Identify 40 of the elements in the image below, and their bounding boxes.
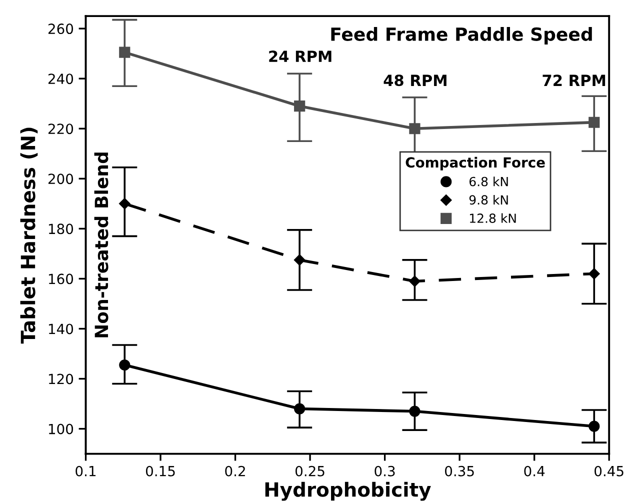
point [409,276,420,287]
point [119,198,130,210]
point [294,100,306,112]
y-tick-label: 100 [48,424,74,434]
x-tick-label: 0.2 [225,466,245,476]
legend-label: 12.8 kN [470,213,516,223]
legend-title: Compaction Force [406,156,545,170]
point [588,420,600,432]
point [588,116,600,128]
point [294,403,306,414]
y-axis-title: Tablet Hardness (N) [20,128,38,344]
y-tick-label: 220 [48,124,74,134]
legend-label: 9.8 kN [469,194,508,205]
y-tick-label: 120 [48,374,74,384]
y-tick-label: 140 [48,324,74,334]
legend-label: 6.8 kN [469,176,508,186]
y-tick-label: 200 [48,174,74,184]
y-tick-label: 240 [48,74,74,84]
x-tick-label: 0.4 [524,466,545,476]
text: Feed Frame Paddle Speed [331,27,592,44]
x-tick-label: 0.35 [445,466,474,476]
y-tick-label: 180 [48,224,74,234]
y-tick-label: 160 [48,274,74,284]
x-axis-title: Hydrophobicity [265,482,431,501]
x-tick-label: 0.45 [594,466,624,476]
point [294,254,306,266]
point [119,46,130,58]
x-tick-label: 0.15 [146,466,175,476]
x-tick-label: 0.1 [76,466,96,476]
annotation: 24 RPM [269,50,332,62]
point [409,123,420,134]
point [119,359,130,371]
annotation: 48 RPM [384,74,446,86]
x-tick-label: 0.3 [374,466,395,476]
x-tick-label: 0.25 [296,466,324,476]
point [588,268,600,280]
annotation: Non-treated Blend [94,152,108,338]
annotation: 72 RPM [542,74,606,86]
y-tick-label: 260 [48,24,74,34]
point [409,406,420,417]
